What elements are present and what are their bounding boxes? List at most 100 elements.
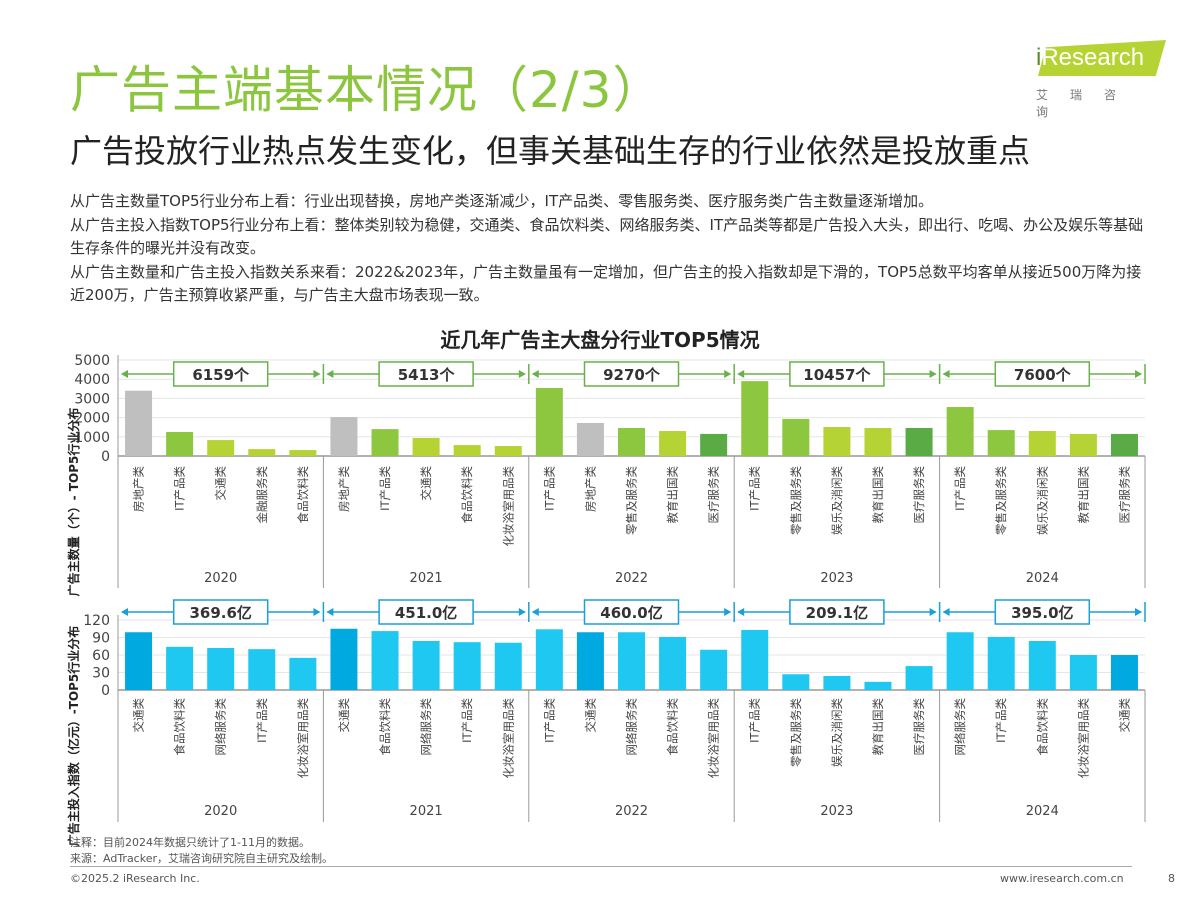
category-label: 食品饮料类 <box>460 466 474 524</box>
bar <box>412 641 440 690</box>
category-label: 网络服务类 <box>214 698 228 756</box>
group-total-box <box>994 361 1091 387</box>
category-label: 化妆浴室用品类 <box>501 466 515 547</box>
bar <box>905 666 933 690</box>
bar <box>618 632 645 690</box>
category-label: 交通类 <box>419 466 433 501</box>
category-label: 食品饮料类 <box>378 698 392 756</box>
bar <box>166 432 194 456</box>
y-tick-label: 1000 <box>74 430 110 446</box>
group-total-box <box>583 599 680 625</box>
category-label: IT产品类 <box>542 698 556 743</box>
bar <box>741 381 769 456</box>
arrow-right-icon <box>518 608 526 616</box>
bar <box>576 422 604 456</box>
website-link[interactable]: www.iresearch.com.cn <box>1000 872 1124 885</box>
arrow-right-icon <box>313 370 321 378</box>
logo-cn-text: 艾瑞咨询 <box>1036 88 1139 119</box>
bar <box>700 649 728 690</box>
bar <box>535 629 563 690</box>
bar <box>166 646 194 690</box>
bar <box>125 390 153 456</box>
year-label: 2021 <box>410 804 443 819</box>
category-label: 医疗服务类 <box>912 466 926 524</box>
group-total-label: 5413个 <box>398 366 456 384</box>
category-label: 化妆浴室用品类 <box>1076 698 1090 779</box>
bar <box>412 437 440 456</box>
body-text: 从广告主数量TOP5行业分布上看：行业出现替换，房地产类逐渐减少，IT产品类、零… <box>70 190 1150 308</box>
bar <box>371 429 399 456</box>
group-total-box <box>994 599 1091 625</box>
bar <box>453 642 481 690</box>
arrow-left-icon <box>942 370 950 378</box>
group-total-label: 460.0亿 <box>600 604 662 622</box>
y-tick-label: 0 <box>101 683 110 699</box>
arrow-left-icon <box>737 370 745 378</box>
year-label: 2023 <box>820 804 853 819</box>
bar <box>700 433 728 456</box>
category-label: 化妆浴室用品类 <box>707 698 721 779</box>
arrow-right-icon <box>1135 370 1142 378</box>
arrow-left-icon <box>121 370 128 378</box>
bar <box>905 427 933 456</box>
category-label: 零售及服务类 <box>789 698 803 767</box>
bar <box>946 632 974 690</box>
category-label: 化妆浴室用品类 <box>296 698 310 779</box>
bar <box>823 427 851 456</box>
year-label: 2023 <box>820 571 853 586</box>
y-tick-label: 3000 <box>74 391 110 407</box>
group-total-label: 6159个 <box>192 366 250 384</box>
year-label: 2022 <box>615 804 648 819</box>
bar <box>659 431 687 456</box>
bar <box>248 449 276 456</box>
year-label: 2020 <box>204 804 237 819</box>
group-total-box <box>789 361 885 387</box>
bar <box>782 418 810 456</box>
bar <box>782 674 810 690</box>
bar <box>1069 433 1097 456</box>
year-label: 2021 <box>410 571 443 586</box>
category-label: 化妆浴室用品类 <box>501 698 515 779</box>
footer-divider <box>70 866 1132 867</box>
category-label: 交通类 <box>132 698 146 733</box>
category-label: 教育出国类 <box>1076 466 1090 524</box>
copyright: ©2025.2 iResearch Inc. <box>70 872 200 885</box>
category-label: 食品饮料类 <box>1035 698 1049 756</box>
bar <box>289 450 317 456</box>
category-label: 医疗服务类 <box>912 698 926 756</box>
y-tick-label: 0 <box>101 449 110 465</box>
category-label: 网络服务类 <box>953 698 967 756</box>
bar <box>1028 431 1056 456</box>
category-label: 网络服务类 <box>419 698 433 756</box>
page-subtitle: 广告投放行业热点发生变化，但事关基础生存的行业依然是投放重点 <box>70 132 1031 170</box>
group-total-label: 10457个 <box>803 366 871 384</box>
group-total-label: 369.6亿 <box>189 604 251 622</box>
arrow-right-icon <box>724 608 732 616</box>
category-label: IT产品类 <box>953 466 967 511</box>
y-tick-label: 2000 <box>74 411 110 427</box>
category-label: IT产品类 <box>748 466 762 511</box>
year-label: 2022 <box>615 571 648 586</box>
category-label: 交通类 <box>1117 698 1131 733</box>
category-label: 金融服务类 <box>255 466 269 524</box>
category-label: 房地产类 <box>583 466 597 512</box>
category-label: IT产品类 <box>173 466 187 511</box>
bar <box>289 657 317 690</box>
category-label: IT产品类 <box>542 466 556 511</box>
bar <box>248 649 276 690</box>
bar <box>987 430 1015 456</box>
bar <box>618 427 645 456</box>
bar <box>207 648 235 690</box>
page-number: 8 <box>1168 872 1175 885</box>
arrow-left-icon <box>326 608 334 616</box>
group-total-box <box>583 361 680 387</box>
paragraph: 从广告主数量TOP5行业分布上看：行业出现替换，房地产类逐渐减少，IT产品类、零… <box>70 192 934 210</box>
chart-source: 来源：AdTracker，艾瑞咨询研究院自主研究及绘制。 <box>70 852 333 865</box>
group-total-label: 7600个 <box>1014 366 1072 384</box>
y-tick-label: 30 <box>92 666 110 682</box>
chart-title: 近几年广告主大盘分行业TOP5情况 <box>440 328 760 352</box>
category-label: IT产品类 <box>994 698 1008 743</box>
category-label: 教育出国类 <box>871 698 885 756</box>
category-label: 交通类 <box>583 698 597 733</box>
bar <box>946 407 974 456</box>
